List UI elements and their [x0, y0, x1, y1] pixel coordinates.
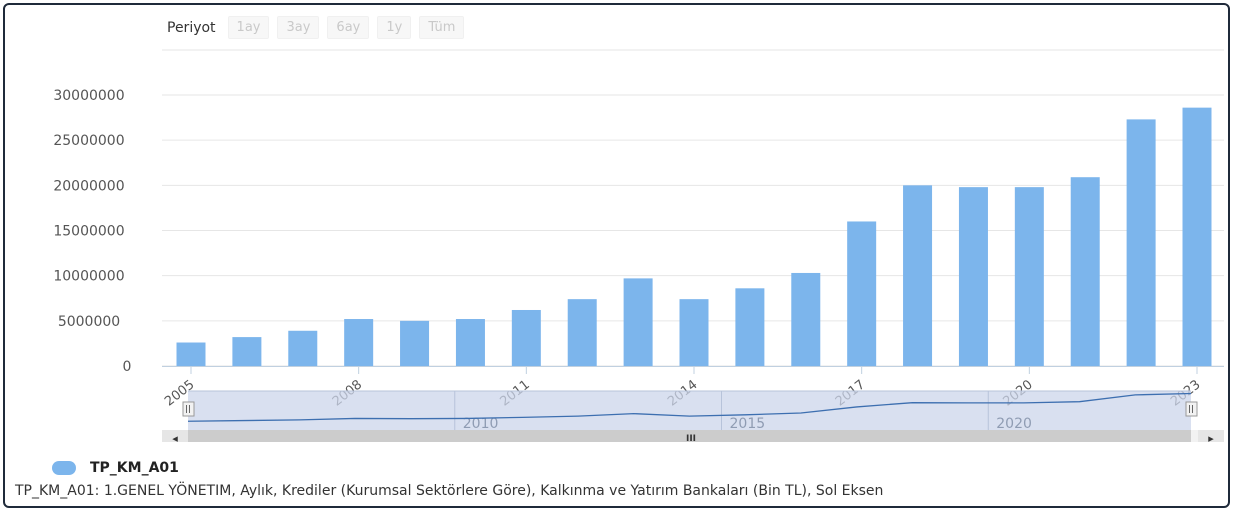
legend-marker — [52, 461, 76, 475]
scrollbar-grip-icon: III — [686, 434, 696, 442]
scrollbar-right-button[interactable] — [1198, 430, 1224, 442]
bar-2011 — [511, 309, 541, 366]
bar-2005 — [176, 342, 206, 366]
bar-2018 — [903, 185, 933, 366]
y-tick-label-10000000: 10000000 — [53, 269, 124, 285]
period-selector: Periyot 1ay 3ay 6ay 1y Tüm — [167, 16, 465, 39]
legend-label: TP_KM_A01 — [90, 460, 179, 476]
scrollbar-left-button[interactable] — [162, 430, 188, 442]
period-label: Periyot — [167, 19, 216, 36]
navigator-tick-label-2010: 2010 — [463, 416, 499, 432]
navigator-handle-left[interactable] — [182, 401, 195, 417]
period-button-1ay[interactable]: 1ay — [227, 16, 270, 39]
scrollbar-right-arrow-icon: ▸ — [1208, 432, 1214, 442]
y-tick-label-0: 0 — [123, 359, 132, 375]
period-button-3ay[interactable]: 3ay — [277, 16, 320, 39]
navigator-series-line — [187, 392, 1192, 422]
bar-2017 — [847, 221, 877, 366]
series-description: TP_KM_A01: 1.GENEL YÖNETIM, Aylık, Kredi… — [15, 483, 884, 499]
legend[interactable]: TP_KM_A01 — [52, 460, 179, 476]
navigator-window — [188, 391, 1191, 430]
y-tick-label-25000000: 25000000 — [53, 133, 124, 149]
navigator-tick-label-2020: 2020 — [996, 416, 1032, 432]
period-button-6ay[interactable]: 6ay — [327, 16, 370, 39]
navigator-tick-label-2015: 2015 — [730, 416, 766, 432]
bar-2014 — [679, 299, 709, 366]
bar-2021 — [1070, 177, 1100, 366]
bar-2016 — [791, 272, 821, 366]
y-tick-label-5000000: 5000000 — [58, 314, 120, 330]
bar-2012 — [567, 299, 597, 366]
scrollbar-thumb[interactable] — [188, 430, 1191, 442]
bar-2019 — [958, 187, 988, 366]
bar-2009 — [400, 320, 430, 366]
bar-2010 — [455, 319, 485, 366]
bar-2013 — [623, 278, 653, 366]
bar-2007 — [288, 330, 318, 366]
bar-2008 — [344, 319, 374, 366]
y-tick-label-15000000: 15000000 — [53, 224, 124, 240]
bar-2020 — [1014, 187, 1044, 366]
bar-2023 — [1182, 107, 1212, 366]
period-button-tum[interactable]: Tüm — [419, 16, 465, 39]
y-tick-label-20000000: 20000000 — [53, 178, 124, 194]
scrollbar-left-arrow-icon: ◂ — [172, 432, 178, 442]
bar-2022 — [1126, 119, 1156, 366]
period-button-1y[interactable]: 1y — [377, 16, 412, 39]
chart-container: Periyot 1ay 3ay 6ay 1y Tüm 0 5000000 10000… — [3, 3, 1230, 508]
y-tick-label-30000000: 30000000 — [53, 88, 124, 104]
bar-2015 — [735, 288, 765, 366]
bar-2006 — [232, 337, 262, 366]
navigator-handle-right[interactable] — [1185, 401, 1198, 417]
bar-chart: 0 5000000 10000000 15000000 20000000 25000000… — [53, 49, 1224, 442]
